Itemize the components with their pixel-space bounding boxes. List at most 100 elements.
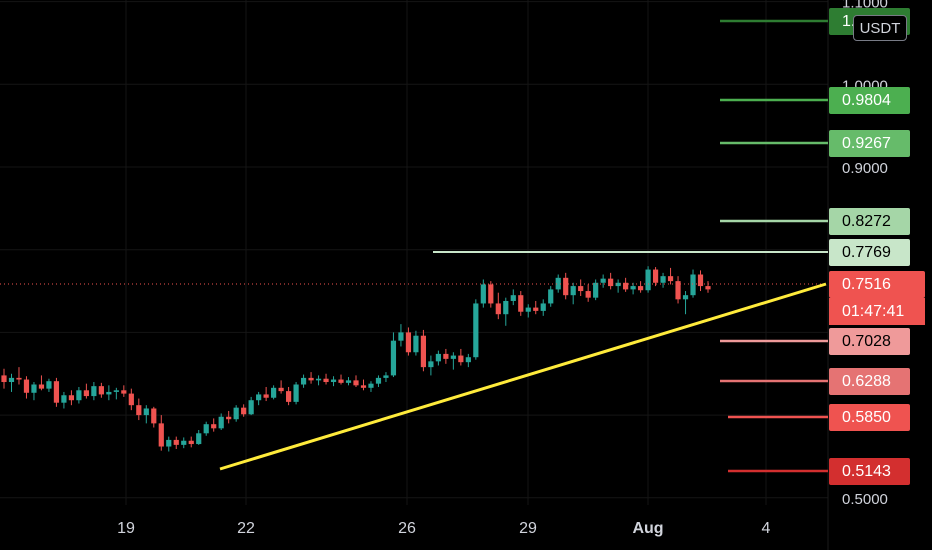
candle (233, 405, 239, 422)
candle (8, 373, 15, 392)
candle (113, 387, 119, 400)
level-badge: 0.8272 (829, 208, 910, 235)
candle-body (705, 286, 711, 290)
candle-body (106, 391, 112, 395)
candle (480, 279, 486, 308)
candle-body (353, 380, 359, 386)
candle-body (338, 379, 344, 383)
candle (690, 269, 696, 298)
candle (405, 327, 412, 356)
candle (218, 413, 224, 430)
ascending-trendline (219, 282, 827, 471)
candle (38, 375, 45, 391)
candle (360, 379, 367, 391)
candle (121, 385, 127, 397)
candle-body (510, 295, 516, 301)
candle (443, 348, 449, 364)
candle (450, 352, 456, 370)
candle (383, 372, 389, 383)
candle (173, 436, 179, 450)
candle-body (615, 282, 621, 287)
candle (495, 292, 501, 320)
candle (61, 391, 67, 409)
candle-body (173, 439, 179, 445)
level-badge: 0.5850 (829, 404, 910, 431)
candle-body (46, 381, 52, 389)
candle (503, 297, 509, 326)
candle (682, 291, 689, 315)
candle-body (525, 307, 531, 312)
candle-body (188, 440, 194, 445)
candle (241, 404, 247, 417)
candle (465, 353, 471, 368)
candle (652, 267, 659, 287)
candle-body (151, 408, 157, 424)
candle (375, 375, 382, 387)
candle-body (300, 377, 307, 385)
candle (540, 299, 546, 316)
candle (660, 272, 666, 288)
candle-body (608, 278, 614, 287)
candle (68, 390, 75, 406)
candle-body (570, 286, 576, 296)
candle (368, 381, 374, 392)
level-badge: 0.5143 (829, 458, 910, 485)
candle-body (637, 286, 644, 291)
time-tick-label: 4 (762, 520, 771, 537)
candle-body (667, 276, 674, 282)
bar-countdown: 01:47:41 (829, 298, 925, 325)
candle (76, 386, 82, 404)
candle (31, 382, 37, 401)
candle (83, 383, 89, 399)
candle (608, 272, 614, 290)
candle-body (31, 384, 37, 393)
candle (271, 385, 277, 400)
candle-body (16, 377, 22, 380)
candle-body (682, 295, 689, 300)
drawing-overlays (0, 282, 828, 471)
candle-body (435, 353, 441, 362)
candle-body (383, 375, 389, 378)
candle (248, 396, 254, 416)
candle (435, 350, 441, 366)
candle (166, 436, 172, 452)
price-tick-label: 1.1000 (842, 0, 888, 12)
level-badge: 0.9267 (829, 130, 910, 157)
candle-body (443, 353, 449, 359)
time-tick-label: 22 (237, 520, 255, 537)
candle-body (61, 395, 67, 403)
candle (196, 429, 202, 445)
candle-body (578, 286, 584, 292)
candle (390, 332, 397, 378)
candle (151, 406, 157, 428)
currency-unit-label[interactable]: USDT (853, 15, 907, 41)
candle-body (271, 387, 277, 398)
current-price-badge: 0.7516 (829, 271, 925, 298)
candle (188, 436, 194, 448)
candle-body (480, 284, 486, 304)
candle (323, 373, 329, 385)
candle (623, 277, 629, 292)
candle (158, 415, 164, 451)
candle (106, 385, 112, 401)
candle-body (98, 386, 104, 395)
price-tick-label: 0.9000 (842, 160, 888, 177)
candle-body (428, 361, 434, 368)
candle (488, 281, 494, 308)
candle-body (293, 384, 299, 402)
candle-body (128, 393, 134, 406)
candle (136, 398, 142, 421)
candle (533, 300, 539, 315)
candle-body (375, 377, 382, 384)
candle (203, 421, 209, 436)
candle (510, 289, 516, 306)
candle-body (113, 390, 119, 392)
candle-body (263, 394, 269, 398)
candle-body (158, 423, 164, 447)
candle (630, 282, 636, 295)
candle-body (76, 390, 82, 401)
candle-body (495, 303, 501, 315)
candle-body (390, 340, 397, 376)
candle (675, 276, 681, 304)
